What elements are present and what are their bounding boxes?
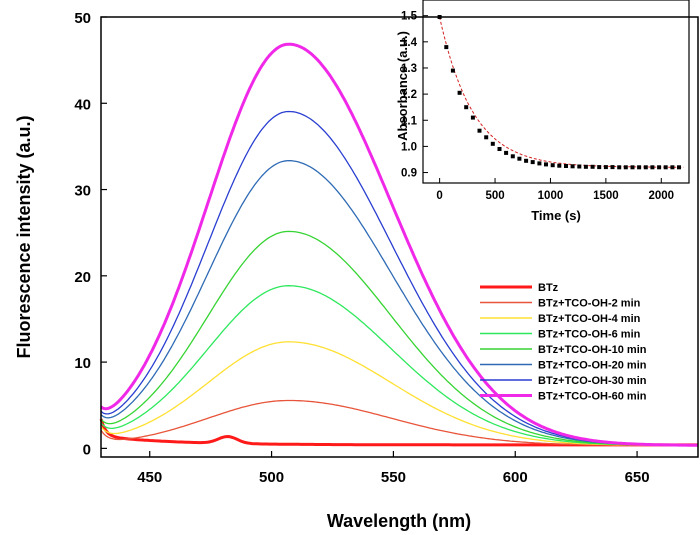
legend-label-4: BTz+TCO-OH-10 min [538,344,647,356]
y-tick-label: 50 [74,10,91,27]
legend-label-2: BTz+TCO-OH-4 min [538,313,641,325]
x-tick-label: 600 [503,469,528,486]
inset-point-10 [504,150,509,155]
inset-y-tick-label: 1.0 [401,141,417,153]
series-line-1 [100,399,698,446]
inset-x-tick-label: 0 [436,190,442,202]
y-tick-label: 30 [74,183,91,200]
inset-y-tick-label: 0.9 [401,168,417,180]
inset-point-16 [544,162,548,167]
x-tick-label: 450 [137,469,162,486]
main-plot: 450 500 550 600 650 0 10 20 30 40 50 Wavelength (n… [14,10,699,531]
inset-point-27 [617,165,622,170]
inset-point-17 [550,163,555,168]
inset-point-5 [470,115,475,120]
inset-plot-frame [422,0,690,184]
inset-point-4 [464,105,469,110]
main-series-group [99,42,699,447]
legend: BTz BTz+TCO-OH-2 min BTz+TCO-OH-4 min BTz+T… [480,282,647,403]
inset-point-24 [597,165,602,170]
inset-point-23 [590,164,595,169]
inset-y-tick-label: 1.2 [401,89,417,101]
inset-point-7 [484,135,489,140]
inset-y-tick-label: 1.5 [401,11,418,23]
inset-series-group [437,15,684,170]
inset-point-28 [623,165,628,170]
inset-point-13 [524,158,529,163]
legend-label-6: BTz+TCO-OH-30 min [538,375,647,387]
inset-point-6 [477,128,482,133]
series-line-7 [100,42,698,447]
inset-point-34 [663,165,668,170]
inset-x-tick-label: 1500 [593,190,619,202]
main-plot-frame [100,16,699,458]
inset-y-tick-label: 1.1 [401,115,418,127]
legend-label-0: BTz [538,282,559,294]
inset-point-1 [444,45,449,50]
inset-point-12 [517,156,522,161]
y-tick-label: 0 [83,441,91,458]
legend-label-5: BTz+TCO-OH-20 min [538,360,647,372]
inset-point-18 [557,163,562,168]
inset-point-15 [537,161,542,166]
inset-point-32 [650,165,655,170]
inset-x-tick-label: 1000 [538,190,564,202]
legend-label-3: BTz+TCO-OH-6 min [538,329,641,341]
inset-point-26 [610,165,615,170]
inset-point-19 [564,164,568,168]
inset-point-0 [437,15,442,19]
x-tick-label: 650 [625,469,650,486]
main-ticks: 450 500 550 600 650 0 10 20 30 40 50 [74,10,649,486]
inset-point-14 [530,160,535,165]
y-tick-label: 40 [74,96,91,113]
series-line-4 [100,230,698,446]
y-tick-label: 20 [74,269,91,286]
inset-y-axis-title: Absorbance (a.u.) [395,31,410,141]
inset-point-8 [490,141,495,146]
inset-point-36 [677,165,681,170]
inset-y-tick-label: 1.4 [401,37,418,49]
inset-ticks: 0 500 1000 1500 2000 0.9 1.0 1.1 1.2 1.3 1.4 1.5 [401,11,674,202]
legend-label-1: BTz+TCO-OH-2 min [538,298,641,310]
inset-point-33 [657,165,662,170]
inset-point-3 [457,90,462,95]
inset-point-30 [637,165,642,170]
inset-x-tick-label: 2000 [648,190,674,202]
x-axis-title: Wavelength (nm) [327,511,471,531]
inset-plot: 0 500 1000 1500 2000 0.9 1.0 1.1 1.2 1.3 1.4 1.5 Ti… [395,0,690,223]
inset-point-25 [603,165,608,170]
inset-point-9 [497,147,502,151]
inset-point-21 [577,164,582,169]
inset-x-tick-label: 500 [485,190,504,202]
inset-x-axis-title: Time (s) [531,208,581,223]
inset-point-31 [643,165,648,170]
inset-y-tick-label: 1.3 [401,63,417,75]
inset-point-20 [570,164,575,169]
inset-point-29 [630,165,635,170]
inset-point-2 [450,68,455,73]
legend-label-7: BTz+TCO-OH-60 min [538,391,647,403]
y-axis-title: Fluorescence intensity (a.u.) [14,115,34,358]
inset-point-22 [583,164,588,169]
x-tick-label: 500 [259,469,284,486]
inset-point-35 [670,165,675,170]
inset-fit-line [439,16,684,168]
x-tick-label: 550 [381,469,406,486]
y-tick-label: 10 [74,355,91,372]
inset-point-11 [510,154,515,159]
